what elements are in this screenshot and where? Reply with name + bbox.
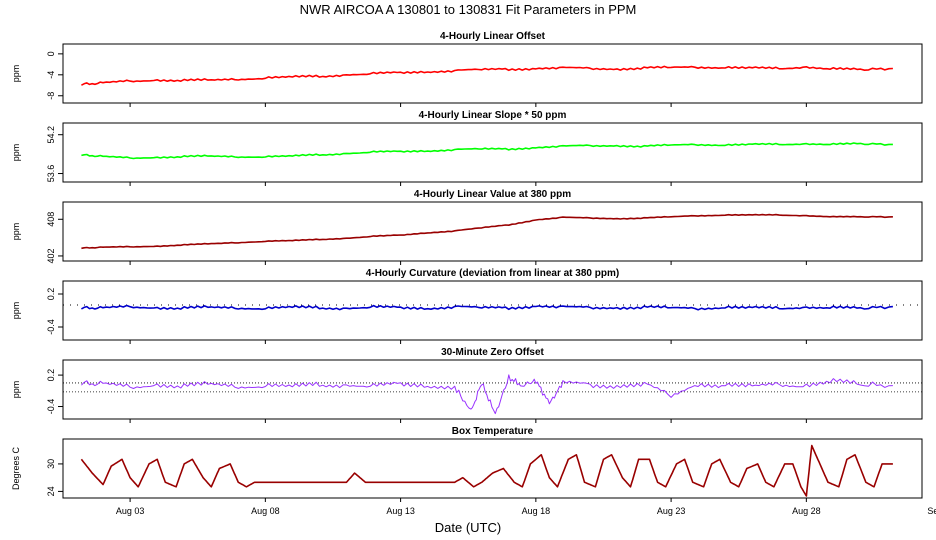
panel-title: 4-Hourly Linear Offset bbox=[440, 31, 546, 42]
y-tick-label: -0.4 bbox=[46, 319, 56, 335]
chart-panel-4: 4-Hourly Curvature (deviation from linea… bbox=[11, 268, 923, 344]
y-axis-label: Degrees C bbox=[11, 446, 21, 490]
plot-frame bbox=[62, 201, 923, 262]
plot-frame bbox=[62, 122, 923, 183]
y-tick-label: 408 bbox=[46, 212, 56, 227]
y-tick-label: 0 bbox=[46, 51, 56, 56]
panel-title: 30-Minute Zero Offset bbox=[441, 347, 544, 358]
x-tick-label: Aug 08 bbox=[251, 506, 280, 516]
y-tick-label: 24 bbox=[46, 486, 56, 496]
y-tick-label: 54.2 bbox=[46, 126, 56, 144]
plot-frame bbox=[62, 359, 923, 420]
y-axis-label: ppm bbox=[11, 65, 21, 83]
x-axis: Aug 03 Aug 08 Aug 13 Aug 18 Aug 23 Aug 28 Sep … bbox=[116, 506, 936, 516]
y-tick-label: 53.6 bbox=[46, 165, 56, 183]
y-axis-label: ppm bbox=[11, 144, 21, 162]
y-tick-label: 0.2 bbox=[46, 369, 56, 382]
panel-title: 4-Hourly Linear Value at 380 ppm bbox=[414, 189, 571, 200]
chart-panel-3: 4-Hourly Linear Value at 380 ppm ppm 408 40… bbox=[11, 189, 923, 265]
data-series-line bbox=[81, 374, 893, 415]
x-tick-label: Sep 02 bbox=[927, 506, 936, 516]
x-tick-label: Aug 23 bbox=[657, 506, 686, 516]
plot-frame bbox=[62, 438, 923, 499]
data-series-line bbox=[80, 444, 893, 497]
y-tick-label: 30 bbox=[46, 459, 56, 469]
x-tick-label: Aug 13 bbox=[386, 506, 415, 516]
chart-panel-2: 4-Hourly Linear Slope * 50 ppm ppm 54.2 53.… bbox=[11, 110, 923, 186]
y-tick-label: -4 bbox=[46, 71, 56, 79]
y-axis-label: ppm bbox=[11, 381, 21, 399]
x-tick-label: Aug 03 bbox=[116, 506, 145, 516]
x-axis-label: Date (UTC) bbox=[435, 520, 501, 535]
data-series-line bbox=[81, 65, 893, 86]
panel-title: 4-Hourly Linear Slope * 50 ppm bbox=[419, 110, 567, 121]
y-tick-label: -0.4 bbox=[46, 399, 56, 415]
chart-panel-1: 4-Hourly Linear Offset ppm 0 -4 -8 bbox=[11, 31, 923, 107]
chart-panel-5: 30-Minute Zero Offset ppm 0.2 -0.4 bbox=[11, 347, 923, 423]
x-tick-label: Aug 18 bbox=[522, 506, 551, 516]
data-series-line bbox=[81, 304, 893, 311]
chart-panel-6: Box Temperature Degrees C 30 24 bbox=[11, 426, 923, 502]
panel-title: Box Temperature bbox=[452, 426, 534, 437]
y-axis-label: ppm bbox=[11, 302, 21, 320]
data-series-line bbox=[81, 142, 893, 160]
panel-title: 4-Hourly Curvature (deviation from linea… bbox=[366, 268, 619, 279]
y-tick-label: 0.2 bbox=[46, 288, 56, 301]
y-axis-label: ppm bbox=[11, 223, 21, 241]
data-series-line bbox=[81, 213, 893, 250]
x-tick-label: Aug 28 bbox=[792, 506, 821, 516]
plot-frame bbox=[62, 280, 923, 341]
figure-title: NWR AIRCOA A 130801 to 130831 Fit Parame… bbox=[300, 2, 637, 17]
y-tick-label: 402 bbox=[46, 248, 56, 263]
y-tick-label: -8 bbox=[46, 92, 56, 100]
plot-frame bbox=[62, 43, 923, 104]
